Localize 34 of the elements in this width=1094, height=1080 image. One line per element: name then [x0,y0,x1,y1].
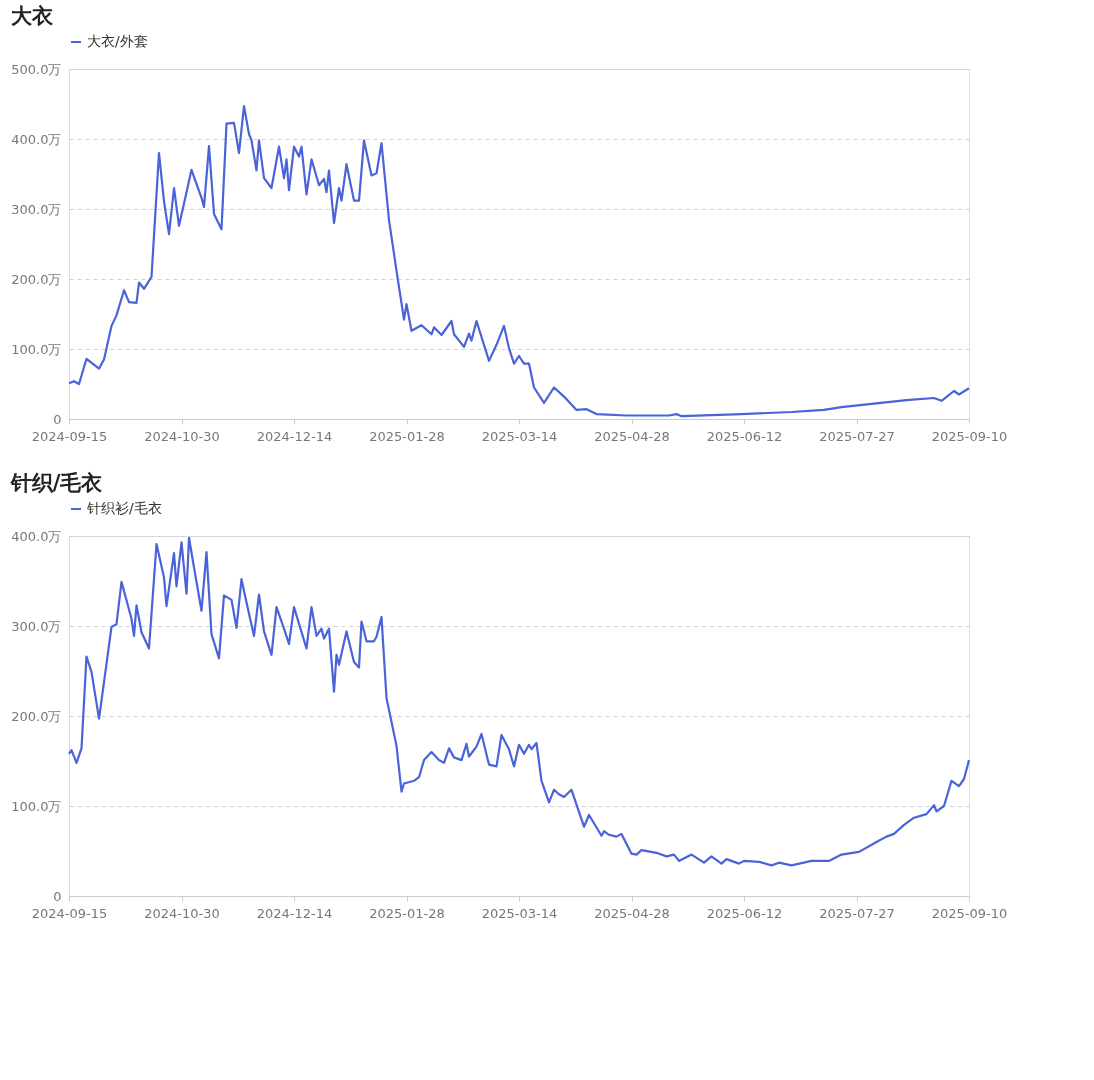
legend-label: 针织衫/毛衣 [86,500,162,516]
y-tick-label: 0 [53,411,62,427]
y-tick-label: 500.0万 [11,61,62,77]
x-tick-label: 2025-01-28 [369,428,445,444]
legend-label: 大衣/外套 [87,33,148,49]
chart-title: 针织/毛衣 [9,471,104,495]
x-tick-label: 2024-09-15 [31,905,108,921]
x-tick-label: 2025-01-28 [369,905,445,921]
y-tick-label: 300.0万 [11,618,62,634]
y-tick-label: 300.0万 [11,201,62,217]
y-tick-label: 0 [53,888,62,904]
x-tick-label: 2025-06-12 [706,905,783,921]
x-tick-label: 2025-07-27 [819,905,895,921]
x-tick-label: 2025-03-14 [481,428,558,444]
y-tick-label: 400.0万 [11,131,62,147]
line-series [67,536,971,867]
x-tick-label: 2025-03-14 [481,905,558,921]
chart-title: 大衣 [10,4,54,28]
y-tick-label: 200.0万 [11,708,62,724]
x-tick-label: 2025-04-28 [594,428,670,444]
x-tick-label: 2024-12-14 [256,428,333,444]
x-tick-label: 2025-07-27 [819,428,895,444]
y-tick-label: 400.0万 [11,528,62,544]
x-tick-label: 2025-09-10 [931,905,1008,921]
x-tick-label: 2024-10-30 [144,905,220,921]
y-tick-label: 200.0万 [11,271,62,287]
x-tick-label: 2025-04-28 [594,905,670,921]
x-tick-label: 2024-12-14 [256,905,333,921]
y-tick-label: 100.0万 [11,798,62,814]
x-tick-label: 2025-09-10 [931,428,1008,444]
x-tick-label: 2024-09-15 [31,428,108,444]
y-tick-label: 100.0万 [11,341,62,357]
x-tick-label: 2024-10-30 [144,428,220,444]
x-tick-label: 2025-06-12 [706,428,783,444]
